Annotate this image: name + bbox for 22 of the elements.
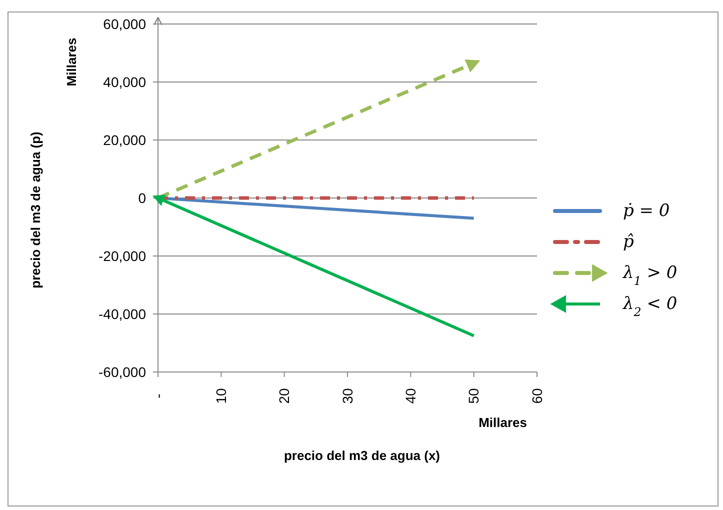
y-axis-title: precio del m3 de agua (p) — [28, 132, 43, 288]
x-axis-title: precio del m3 de agua (x) — [284, 448, 440, 463]
legend-label: λ$_{1}$ > 0 — [622, 263, 678, 288]
y-tick-label: 0 — [138, 190, 146, 206]
text: Millares — [64, 38, 79, 86]
y-tick-label: -60,000 — [98, 364, 146, 380]
y-tick-label: -20,000 — [98, 248, 146, 264]
legend-label: ṗ = 0 — [623, 201, 670, 222]
x-tick-label: 30 — [339, 388, 356, 404]
x-tick-label: 50 — [466, 388, 482, 404]
legend-label: p̂ — [623, 232, 634, 252]
x-tick-label: - — [150, 393, 166, 398]
x-tick-label: 10 — [213, 388, 230, 404]
y-tick-label: 40,000 — [103, 74, 146, 90]
x-tick-label: 60 — [528, 388, 545, 404]
x-tick-label: 40 — [402, 388, 419, 404]
y-tick-label: 20,000 — [103, 132, 146, 148]
legend-label: λ$_{2}$ < 0 — [622, 294, 678, 320]
text: Millares — [478, 415, 527, 430]
y-tick-label: 60,000 — [103, 16, 146, 32]
y-tick-label: -40,000 — [98, 306, 146, 322]
x-tick-label: 20 — [276, 388, 292, 404]
